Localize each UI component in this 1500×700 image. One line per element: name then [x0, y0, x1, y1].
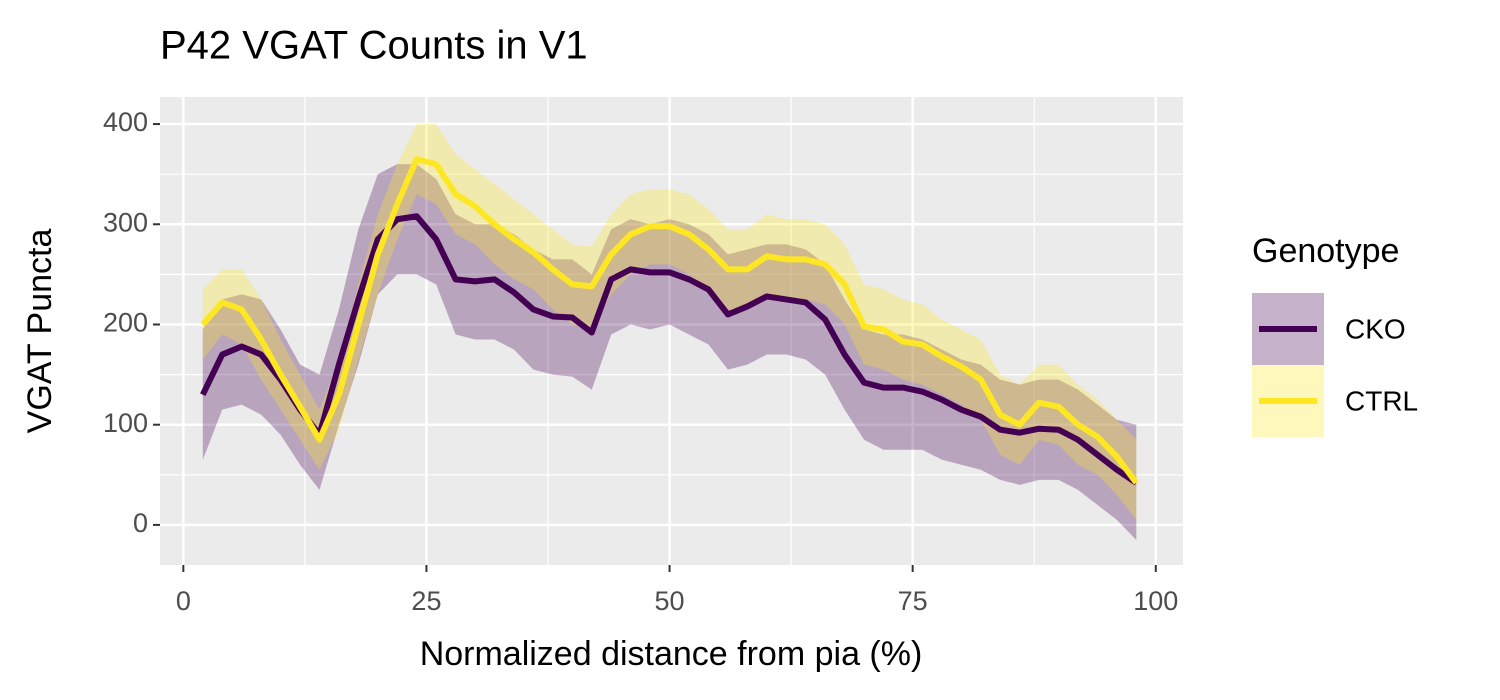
chart-title: P42 VGAT Counts in V1: [160, 24, 588, 68]
y-axis-title: VGAT Puncta: [21, 229, 59, 434]
legend-label: CKO: [1345, 313, 1406, 344]
y-tick-label: 0: [133, 508, 148, 538]
y-tick-label: 400: [103, 107, 148, 137]
x-tick-label: 50: [655, 586, 685, 616]
x-axis-title: Normalized distance from pia (%): [420, 635, 923, 673]
ribbon: [202, 124, 1137, 520]
line: [200, 156, 1139, 485]
y-tick-label: 300: [103, 207, 148, 237]
y-tick-label: 100: [103, 408, 148, 438]
legend-label: CTRL: [1345, 385, 1418, 416]
line: [200, 213, 1138, 486]
x-tick-label: 75: [898, 586, 928, 616]
x-tick-label: 25: [411, 586, 441, 616]
x-tick-label: 0: [176, 586, 191, 616]
y-tick-label: 200: [103, 308, 148, 338]
ribbon: [202, 164, 1137, 540]
x-tick-label: 100: [1133, 586, 1178, 616]
panel: [160, 97, 1183, 565]
legend-title: Genotype: [1252, 232, 1399, 270]
